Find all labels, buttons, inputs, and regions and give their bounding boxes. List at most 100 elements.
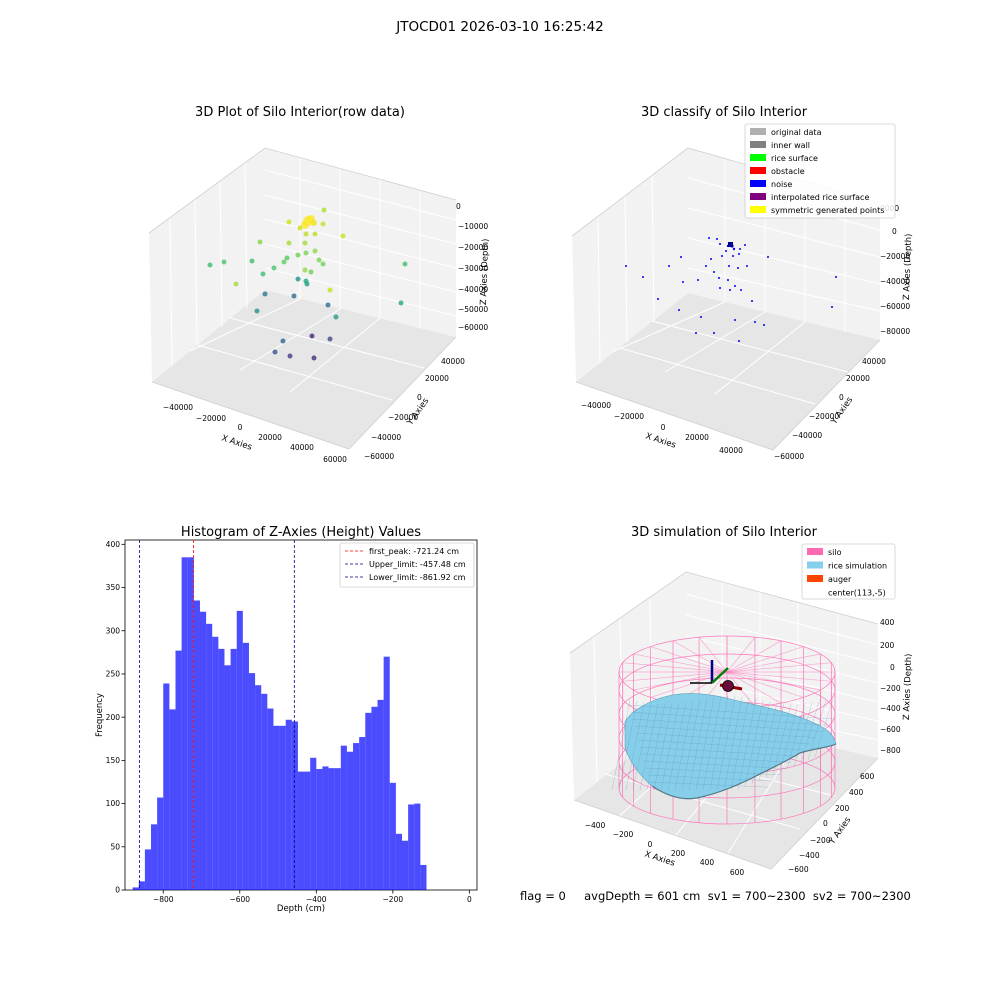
noise-point [678, 309, 680, 311]
sim-left-pane [570, 572, 686, 800]
histogram-bar [377, 699, 384, 890]
histogram-legend: first_peak: -721.24 cm Upper_limit: -457.… [339, 542, 475, 588]
legend-label: obstacle [771, 167, 805, 176]
classify-scatter-points [625, 237, 837, 342]
rice-surface [611, 693, 837, 800]
legend-swatch [807, 561, 823, 569]
svg-text:−20000: −20000 [809, 412, 839, 421]
histogram-bar [175, 650, 182, 890]
scatter-point [304, 281, 310, 287]
legend-swatch [750, 141, 766, 148]
scatter-point [311, 220, 317, 226]
svg-text:−40000: −40000 [371, 433, 401, 442]
y-tick-label: 350 [106, 583, 121, 592]
scatter-point [312, 248, 318, 254]
scatter-point [295, 252, 301, 258]
sim-ylabel: Y Axies [827, 815, 854, 847]
histogram-bar [157, 797, 164, 890]
svg-text:200: 200 [671, 849, 686, 858]
svg-text:0: 0 [839, 393, 844, 402]
scatter-point [254, 308, 260, 314]
raw-x-ticks: −40000 −20000 0 20000 40000 60000 [163, 403, 347, 464]
histogram-bar [169, 709, 176, 890]
raw-z-ticks: 0 −10000 −20000 −30000 −40000 −50000 −60… [456, 202, 488, 332]
scatter-point [281, 259, 287, 265]
scatter-point [303, 250, 309, 256]
noise-point [835, 276, 837, 278]
svg-text:−60000: −60000 [774, 452, 804, 461]
noise-point [719, 243, 721, 245]
svg-text:−60000: −60000 [458, 323, 488, 332]
svg-text:−200: −200 [880, 684, 901, 693]
svg-text:−40000: −40000 [792, 431, 822, 440]
histogram-bar [408, 804, 415, 890]
classify-legend: original data inner wall rice surface obsta… [744, 123, 896, 219]
y-tick-label: 400 [106, 540, 121, 549]
x-tick-label: −600 [229, 895, 250, 904]
legend-swatch [750, 193, 766, 200]
classify-y-ticks: −60000 −40000 −20000 0 20000 40000 [774, 357, 886, 461]
svg-text:−80000: −80000 [880, 327, 910, 336]
histogram-bar [212, 636, 219, 890]
histogram-bar [291, 721, 298, 890]
histogram-xlabel: Depth (cm) [277, 904, 325, 914]
scatter-point [260, 271, 266, 277]
scatter-point [297, 225, 303, 231]
noise-point [680, 256, 682, 258]
scatter-point [291, 293, 297, 299]
noise-cluster [728, 242, 733, 247]
classify-x-ticks: −40000 −20000 0 20000 40000 [581, 401, 743, 455]
svg-text:−40000: −40000 [163, 403, 193, 412]
svg-text:400: 400 [700, 858, 715, 867]
panel-simulation-3d: 3D simulation of Silo Interior [569, 525, 914, 877]
noise-point [754, 321, 756, 323]
svg-text:0: 0 [238, 423, 243, 432]
raw-left-pane [149, 148, 265, 382]
raw-3d-title: 3D Plot of Silo Interior(row data) [195, 105, 405, 120]
noise-point [695, 332, 697, 334]
histogram-bar [151, 824, 158, 890]
y-tick-label: 0 [115, 886, 120, 895]
svg-text:−60000: −60000 [364, 452, 394, 461]
noise-point [705, 265, 707, 267]
legend-label: Upper_limit: -457.48 cm [369, 560, 466, 569]
noise-point [751, 300, 753, 302]
noise-point [738, 340, 740, 342]
raw-grid [169, 157, 457, 401]
scatter-point [316, 257, 322, 263]
histogram-bar [297, 771, 305, 890]
histogram-bar [144, 849, 152, 890]
histogram-ylabel: Frequency [95, 693, 105, 737]
histogram-bar [322, 766, 329, 890]
histogram-bar [334, 768, 341, 890]
histogram-bar [138, 881, 145, 890]
noise-point [831, 306, 833, 308]
svg-text:200: 200 [835, 804, 850, 813]
noise-point [746, 265, 748, 267]
scatter-point [320, 261, 326, 267]
sim-zlabel: Z Axies (Depth) [902, 653, 914, 720]
scatter-point [257, 239, 263, 245]
x-tick-label: −400 [306, 895, 327, 904]
histogram-bar [285, 719, 292, 890]
histogram-bar [395, 833, 403, 890]
histogram-bar [181, 557, 188, 890]
svg-text:−20000: −20000 [388, 413, 418, 422]
svg-text:−60000: −60000 [880, 302, 910, 311]
y-tick-label: 250 [106, 670, 121, 679]
svg-text:−40000: −40000 [880, 277, 910, 286]
svg-text:−40000: −40000 [581, 401, 611, 410]
noise-point [708, 237, 710, 239]
histogram-bar [353, 743, 360, 890]
y-tick-label: 150 [106, 756, 121, 765]
legend-label: center(113,-5) [828, 588, 886, 597]
y-tick-label: 100 [106, 799, 121, 808]
sim-z-ticks: 400 200 0 −200 −400 −600 −800 [880, 618, 901, 755]
noise-point [734, 285, 736, 287]
histogram-bar [261, 693, 268, 890]
scatter-point [286, 240, 292, 246]
noise-point [737, 267, 739, 269]
scatter-point [321, 207, 327, 213]
legend-swatch [750, 180, 766, 187]
